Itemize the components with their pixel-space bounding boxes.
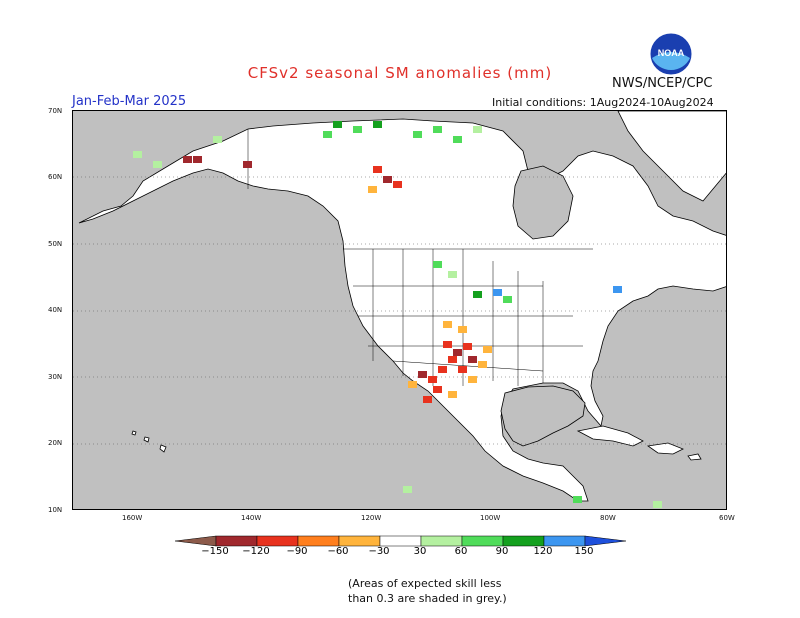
anomaly-cell — [483, 346, 492, 353]
anomaly-cell — [413, 131, 422, 138]
colorbar-label: −120 — [242, 546, 270, 557]
anomaly-cell — [418, 371, 427, 378]
lat-label-50n: 50N — [48, 240, 63, 248]
lon-label-80w: 80W — [600, 514, 616, 522]
hudson-bay — [512, 165, 574, 240]
anomaly-cell — [458, 326, 467, 333]
colorbar-label: −150 — [201, 546, 229, 557]
colorbar-label: 90 — [495, 546, 509, 557]
colorbar-arrow-low — [175, 535, 217, 547]
anomaly-cell — [448, 356, 457, 363]
colorbar-label: 60 — [454, 546, 468, 557]
colorbar-swatch — [420, 535, 463, 547]
lon-label-160w: 160W — [122, 514, 143, 522]
agency-label: NWS/NCEP/CPC — [612, 76, 713, 91]
colorbar-label: −60 — [327, 546, 349, 557]
skill-note-line2: than 0.3 are shaded in grey.) — [348, 592, 507, 605]
anomaly-cell — [448, 391, 457, 398]
gulf-of-mexico — [500, 385, 586, 447]
anomaly-cell — [393, 181, 402, 188]
colorbar-label: 120 — [533, 546, 553, 557]
anomaly-cell — [463, 343, 472, 350]
anomaly-cell — [443, 321, 452, 328]
colorbar-swatch — [543, 535, 586, 547]
anomaly-cell — [468, 356, 477, 363]
colorbar-label: 30 — [413, 546, 427, 557]
anomaly-cell — [433, 126, 442, 133]
skill-note: (Areas of expected skill less than 0.3 a… — [348, 576, 507, 606]
anomaly-cell — [653, 501, 662, 508]
colorbar-swatch — [502, 535, 545, 547]
noaa-logo: NOAA — [649, 32, 693, 76]
anomaly-cell — [373, 166, 382, 173]
anomaly-cell — [433, 386, 442, 393]
greenland-land — [617, 111, 726, 202]
anomaly-cell — [243, 161, 252, 168]
colorbar-arrow-high — [584, 535, 627, 547]
caribbean-islands — [576, 425, 702, 461]
anomaly-cell — [453, 136, 462, 143]
anomaly-cell — [493, 289, 502, 296]
lat-label-10n: 10N — [48, 506, 63, 514]
anomaly-cell — [403, 486, 412, 493]
colorbar-swatch — [297, 535, 340, 547]
lat-label-70n: 70N — [48, 107, 63, 115]
lat-label-20n: 20N — [48, 439, 63, 447]
colorbar — [175, 535, 627, 547]
colorbar-swatch — [215, 535, 258, 547]
hawaii-islands — [131, 430, 167, 453]
colorbar-swatch — [338, 535, 381, 547]
anomaly-cell — [573, 496, 582, 503]
anomaly-cell — [473, 291, 482, 298]
anomaly-cell — [183, 156, 192, 163]
anomaly-cell — [153, 161, 162, 168]
season-label: Jan-Feb-Mar 2025 — [72, 94, 187, 109]
anomaly-cell — [323, 131, 332, 138]
colorbar-swatch — [256, 535, 299, 547]
anomaly-cell — [443, 341, 452, 348]
lon-label-100w: 100W — [480, 514, 501, 522]
skill-note-line1: (Areas of expected skill less — [348, 577, 502, 590]
initial-conditions: Initial conditions: 1Aug2024-10Aug2024 — [492, 96, 714, 109]
lat-label-30n: 30N — [48, 373, 63, 381]
anomaly-cell — [408, 381, 417, 388]
anomaly-cell — [448, 271, 457, 278]
anomaly-cell — [193, 156, 202, 163]
colorbar-swatch — [461, 535, 504, 547]
anomaly-cell — [333, 121, 342, 128]
anomaly-cell — [453, 349, 462, 356]
colorbar-label: −30 — [368, 546, 390, 557]
anomaly-cell — [503, 296, 512, 303]
lon-label-140w: 140W — [241, 514, 262, 522]
anomaly-cell — [613, 286, 622, 293]
noaa-logo-text: NOAA — [658, 48, 685, 58]
anomaly-cell — [373, 121, 382, 128]
political-boundaries — [247, 129, 593, 386]
map-title: CFSv2 seasonal SM anomalies (mm) — [247, 64, 553, 82]
lon-label-60w: 60W — [719, 514, 735, 522]
anomaly-cell — [433, 261, 442, 268]
anomaly-cell — [133, 151, 142, 158]
lon-label-120w: 120W — [361, 514, 382, 522]
colorbar-label: −90 — [286, 546, 308, 557]
anomaly-cell — [423, 396, 432, 403]
anomaly-cell — [383, 176, 392, 183]
anomaly-cell — [478, 361, 487, 368]
anomaly-cell — [468, 376, 477, 383]
anomaly-cell — [473, 126, 482, 133]
colorbar-swatch — [379, 535, 422, 547]
anomaly-cell — [213, 136, 222, 143]
lat-label-60n: 60N — [48, 173, 63, 181]
anomaly-map — [72, 110, 727, 510]
colorbar-label: 150 — [574, 546, 594, 557]
anomaly-cells — [133, 121, 662, 508]
anomaly-cell — [438, 366, 447, 373]
anomaly-cell — [458, 366, 467, 373]
anomaly-cell — [353, 126, 362, 133]
anomaly-cell — [428, 376, 437, 383]
lat-label-40n: 40N — [48, 306, 63, 314]
anomaly-cell — [368, 186, 377, 193]
